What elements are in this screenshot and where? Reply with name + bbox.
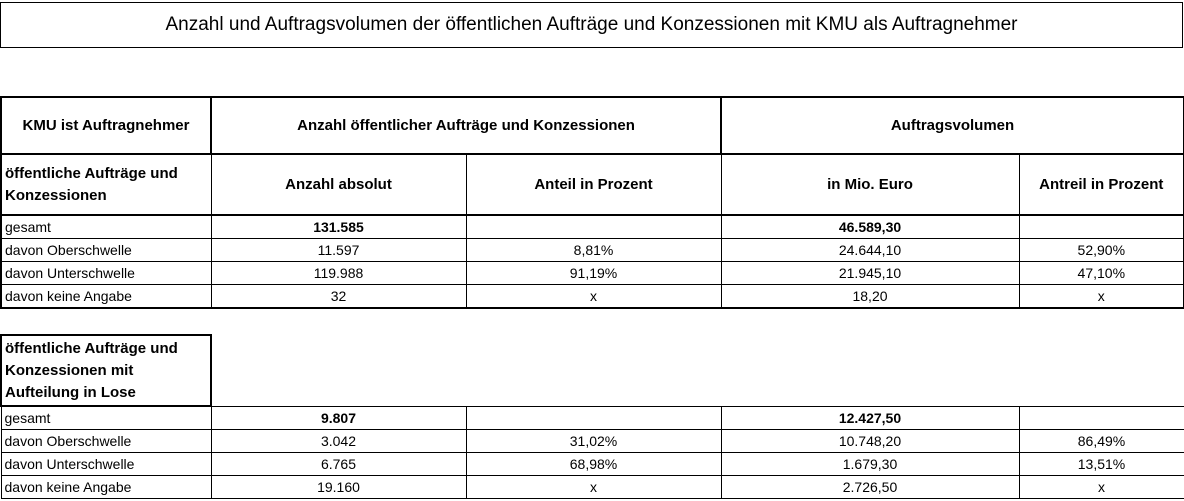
- cell-value: 68,98%: [465, 452, 722, 476]
- table-row: gesamt 131.585 46.589,30: [0, 214, 1184, 239]
- cell-value: 18,20: [720, 284, 1020, 309]
- table-row: davon Unterschwelle 6.765 68,98% 1.679,30 13…: [0, 452, 1184, 476]
- cell-value: 31,02%: [465, 429, 722, 453]
- subheader-anteil: Anteil in Prozent: [465, 153, 722, 216]
- page-title: Anzahl und Auftragsvolumen der öffentlic…: [0, 2, 1183, 48]
- row-label: davon Oberschwelle: [0, 238, 212, 262]
- table-row: davon Unterschwelle 119.988 91,19% 21.945,1…: [0, 261, 1184, 285]
- row-label: davon Oberschwelle: [0, 429, 212, 453]
- kmu-table: KMU ist Auftragnehmer Anzahl öffentliche…: [0, 96, 1184, 309]
- cell-value: 1.679,30: [720, 452, 1020, 476]
- table-row: davon Oberschwelle 11.597 8,81% 24.644,10 52…: [0, 238, 1184, 262]
- cell-value: 3.042: [210, 429, 467, 453]
- cell-value: 13,51%: [1018, 452, 1184, 476]
- cell-value: 6.765: [210, 452, 467, 476]
- row-label: davon keine Angabe: [0, 284, 212, 309]
- cell-value: 52,90%: [1018, 238, 1184, 262]
- row-label: gesamt: [0, 405, 212, 430]
- header-row: KMU ist Auftragnehmer Anzahl öffentliche…: [0, 96, 1184, 155]
- cell-value: 2.726,50: [720, 475, 1020, 499]
- cell-value: 11.597: [210, 238, 467, 262]
- cell-value: x: [465, 284, 722, 309]
- cell-value: 10.748,20: [720, 429, 1020, 453]
- cell-value: 19.160: [210, 475, 467, 499]
- section-label: öffentliche Aufträge und Konzessionen mi…: [0, 334, 212, 407]
- subheader-anzahl-absolut: Anzahl absolut: [210, 153, 467, 216]
- row-label: davon keine Angabe: [0, 475, 212, 499]
- header-volumen: Auftragsvolumen: [720, 96, 1184, 155]
- cell-value: x: [1018, 475, 1184, 499]
- cell-value: 119.988: [210, 261, 467, 285]
- subheader-category: öffentliche Aufträge und Konzessionen: [0, 153, 212, 216]
- cell-value: 21.945,10: [720, 261, 1020, 285]
- header-anzahl: Anzahl öffentlicher Aufträge und Konzess…: [209, 96, 723, 155]
- section-header-row: öffentliche Aufträge und Konzessionen mi…: [0, 334, 1184, 407]
- cell-value: 8,81%: [465, 238, 722, 262]
- cell-value: 24.644,10: [720, 238, 1020, 262]
- row-label: davon Unterschwelle: [0, 261, 212, 285]
- row-label: gesamt: [0, 214, 212, 239]
- cell-value: 47,10%: [1018, 261, 1184, 285]
- row-label: davon Unterschwelle: [0, 452, 212, 476]
- cell-value: [1018, 405, 1184, 430]
- cell-value: 91,19%: [465, 261, 722, 285]
- cell-value: [465, 214, 722, 239]
- cell-value: [1018, 214, 1184, 239]
- cell-value: 9.807: [210, 405, 467, 430]
- table-row: davon Oberschwelle 3.042 31,02% 10.748,20 86…: [0, 429, 1184, 453]
- cell-value: 32: [210, 284, 467, 309]
- cell-value: 46.589,30: [720, 214, 1020, 239]
- header-kmu: KMU ist Auftragnehmer: [0, 96, 212, 155]
- table-row: gesamt 9.807 12.427,50: [0, 405, 1184, 430]
- cell-value: 131.585: [210, 214, 467, 239]
- cell-value: x: [1018, 284, 1184, 309]
- cell-value: 12.427,50: [720, 405, 1020, 430]
- lose-table: öffentliche Aufträge und Konzessionen mi…: [0, 334, 1184, 499]
- table-row: davon keine Angabe 32 x 18,20 x: [0, 284, 1184, 309]
- subheader-row: öffentliche Aufträge und Konzessionen An…: [0, 153, 1184, 216]
- cell-value: 86,49%: [1018, 429, 1184, 453]
- table-row: davon keine Angabe 19.160 x 2.726,50 x: [0, 475, 1184, 499]
- cell-value: [465, 405, 722, 430]
- subheader-antreil: Antreil in Prozent: [1018, 153, 1184, 216]
- cell-value: x: [465, 475, 722, 499]
- subheader-mio-euro: in Mio. Euro: [720, 153, 1020, 216]
